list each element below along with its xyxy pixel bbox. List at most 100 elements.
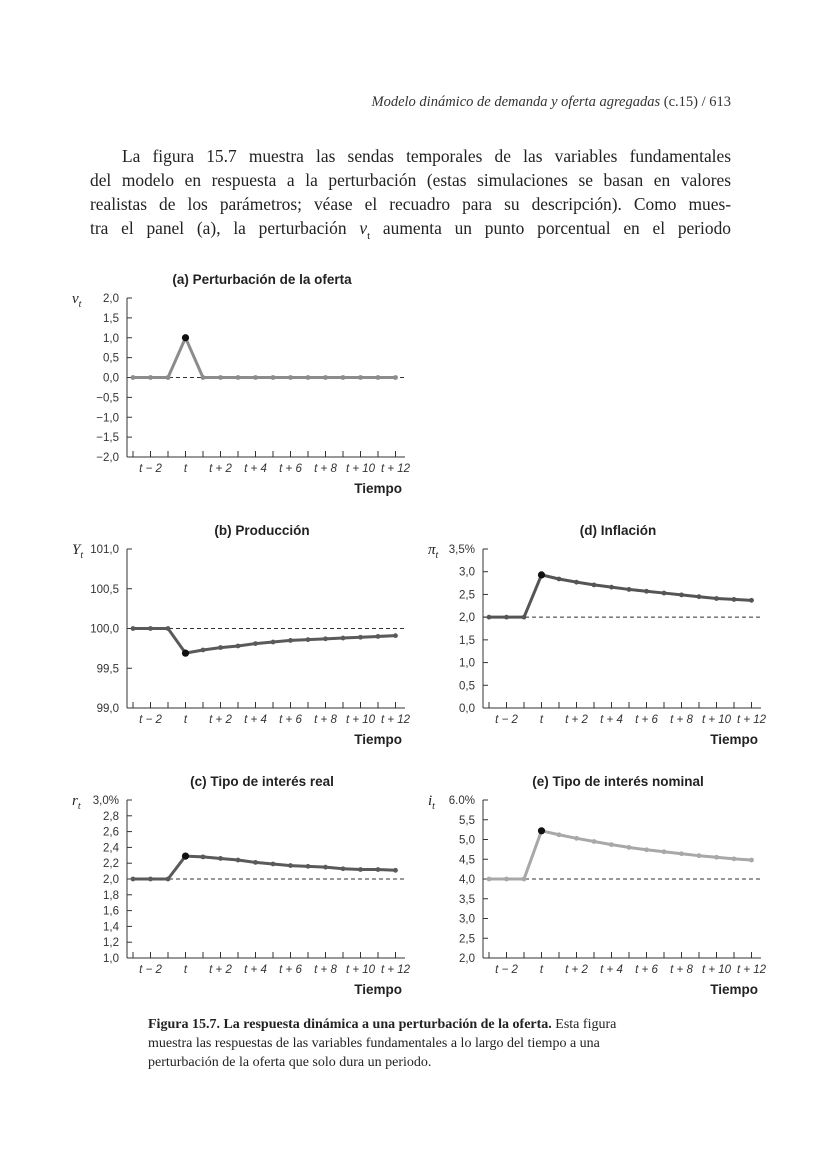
chart-title: (d) Inflación: [580, 523, 657, 538]
data-point: [609, 584, 614, 590]
chart-title: (c) Tipo de interés real: [190, 774, 334, 789]
y-tick-label: 4,5: [459, 854, 475, 866]
caption-title: Figura 15.7. La respuesta dinámica a una…: [148, 1017, 552, 1032]
x-tick-label: t − 2: [139, 964, 162, 976]
data-point: [235, 643, 241, 649]
y-tick-label: −1,0: [96, 412, 119, 424]
data-point: [200, 375, 206, 380]
data-point: [218, 375, 223, 380]
x-tick-label: t: [184, 714, 188, 726]
x-tick-label: t − 2: [495, 714, 518, 726]
y-tick-label: −2,0: [96, 452, 119, 464]
y-tick-label: 100,5: [90, 584, 119, 596]
x-tick-label: t + 2: [209, 964, 232, 976]
shock-point: [537, 571, 546, 579]
separator: /: [701, 94, 706, 110]
x-tick-label: t + 10: [346, 964, 376, 976]
data-point: [714, 854, 719, 860]
data-point: [165, 876, 171, 882]
y-axis-subscript: t: [78, 801, 81, 812]
data-point: [574, 835, 579, 841]
y-tick-label: 99,0: [97, 703, 119, 715]
y-tick-label: 6.0%: [449, 795, 475, 807]
body-text-part: aumenta un punto porcentual en el period…: [382, 218, 731, 238]
y-tick-label: 0,0: [459, 703, 475, 715]
x-tick-label: t + 12: [381, 714, 411, 726]
data-point: [393, 633, 398, 639]
data-point: [340, 866, 346, 872]
data-point: [305, 375, 311, 380]
y-tick-label: 2,0: [459, 953, 475, 965]
data-point: [358, 867, 363, 872]
x-tick-label: t − 2: [139, 463, 162, 475]
chart-panel-b: (b) Producción Yt 101,0 100,5 100,0 99,5 99,0 t…: [72, 523, 411, 747]
data-point: [323, 375, 328, 380]
y-tick-label: 99,5: [97, 663, 119, 675]
y-axis-subscript: t: [436, 550, 439, 561]
running-title: Modelo dinámico de demanda y oferta agre…: [371, 94, 661, 110]
data-point: [393, 375, 398, 380]
data-point: [288, 375, 293, 380]
x-tick-label: t + 10: [346, 714, 376, 726]
data-point: [375, 867, 381, 872]
y-tick-label: 3,5%: [449, 544, 475, 556]
y-tick-label: 3,0: [459, 567, 475, 579]
x-axis-title: Tiempo: [354, 982, 402, 997]
data-point: [696, 853, 702, 859]
y-tick-label: 1,5: [459, 635, 475, 647]
x-tick-label: t + 6: [279, 964, 302, 976]
x-tick-label: t + 2: [209, 714, 232, 726]
y-tick-label: 1,5: [103, 313, 119, 325]
caption-text: perturbación de la oferta que solo dura …: [148, 1055, 432, 1070]
x-tick-label: t + 10: [346, 463, 376, 475]
data-point: [358, 634, 363, 640]
data-point: [165, 626, 171, 631]
chart-title: (e) Tipo de interés nominal: [532, 774, 704, 789]
y-tick-label: 0,5: [459, 680, 475, 692]
data-point: [305, 863, 311, 869]
data-point: [749, 597, 754, 603]
variable-v: v: [359, 218, 368, 238]
body-line: del modelo en respuesta a la perturbació…: [90, 170, 731, 190]
y-tick-label: 2,0: [103, 293, 119, 305]
y-tick-label: 1,0: [103, 953, 119, 965]
data-point: [679, 851, 684, 857]
data-point: [661, 849, 667, 855]
body-line: La figura 15.7 muestra las sendas tempor…: [122, 146, 731, 166]
data-point: [200, 854, 206, 860]
x-tick-label: t + 4: [244, 463, 267, 475]
x-axis-title: Tiempo: [354, 481, 402, 496]
x-tick-label: t + 4: [600, 964, 623, 976]
y-tick-label: 0,5: [103, 353, 119, 365]
data-point: [130, 876, 136, 882]
x-tick-label: t − 2: [495, 964, 518, 976]
data-point: [253, 860, 258, 865]
data-point: [661, 590, 667, 596]
x-tick-label: t + 8: [314, 714, 337, 726]
data-point: [200, 647, 206, 653]
data-point: [714, 596, 719, 601]
y-tick-label: −1,5: [96, 432, 119, 444]
y-tick-label: 100,0: [90, 624, 119, 636]
data-point: [323, 864, 328, 870]
data-point: [626, 587, 632, 592]
shock-point: [181, 649, 190, 657]
data-point: [486, 614, 492, 620]
x-tick-label: t + 6: [279, 714, 302, 726]
data-point: [591, 582, 597, 588]
variable-subscript: t: [367, 230, 371, 242]
y-tick-label: 1,0: [459, 658, 475, 670]
y-tick-label: −0,5: [96, 392, 119, 404]
data-point: [235, 857, 241, 863]
y-tick-label: 1,8: [103, 890, 119, 902]
x-tick-label: t + 8: [670, 964, 693, 976]
chart-panel-d: (d) Inflación πt 3,5% 3,0 2,5 2,0 1,5 1,0 0,5 0,0…: [428, 523, 767, 747]
data-point: [556, 832, 562, 838]
data-point: [556, 576, 562, 582]
y-tick-label: 2,5: [459, 589, 475, 601]
data-point: [644, 588, 649, 594]
data-point: [305, 637, 311, 643]
x-tick-label: t + 2: [209, 463, 232, 475]
x-tick-label: t + 8: [670, 714, 693, 726]
